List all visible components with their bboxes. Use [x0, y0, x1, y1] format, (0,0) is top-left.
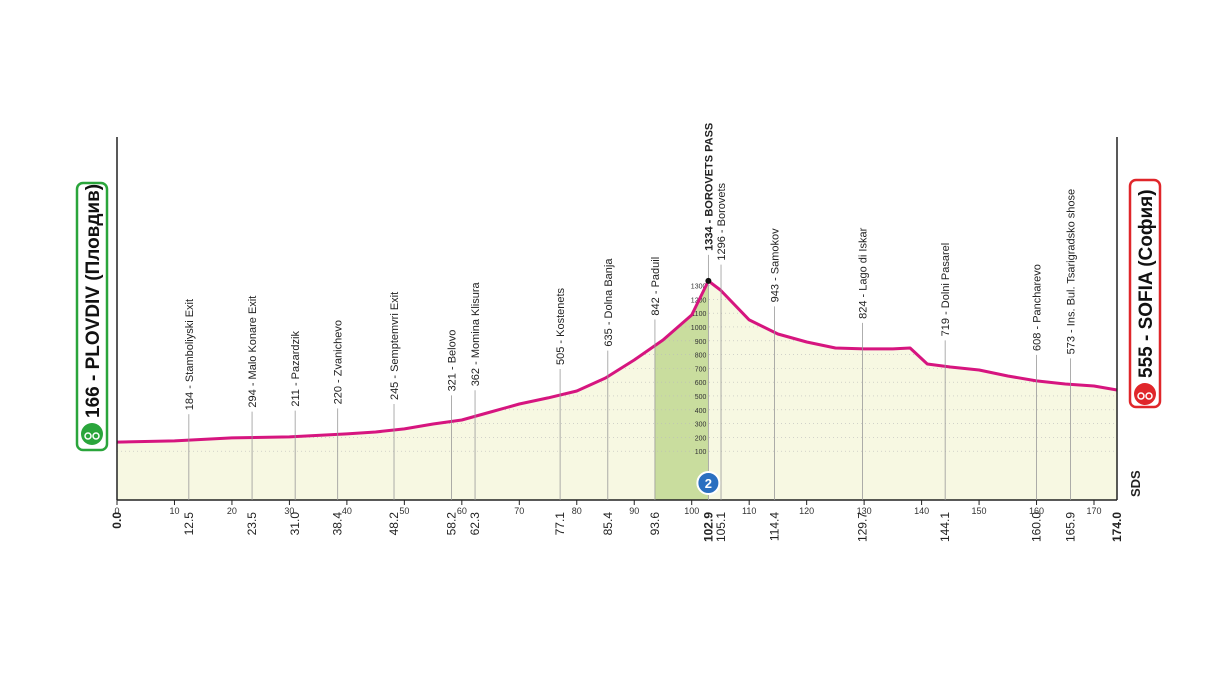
waypoint-label: 608 - Pancharevo	[1032, 264, 1044, 351]
y-tick-label: 1300	[691, 284, 707, 291]
bike-wheel	[1145, 392, 1153, 400]
waypoint-label: 719 - Dolni Pasarel	[940, 243, 952, 337]
km-label: 93.6	[648, 512, 662, 536]
km-label: 77.1	[553, 512, 567, 536]
waypoint-label: 184 - Stamboliyski Exit	[184, 299, 196, 410]
x-tick-label: 10	[169, 506, 179, 516]
km-label: 144.1	[938, 512, 952, 542]
waypoint-label: 635 - Dolna Banja	[603, 258, 615, 347]
x-tick-label: 140	[914, 506, 929, 516]
x-tick-label: 0	[114, 506, 119, 516]
start-box	[75, 181, 109, 452]
km-label: 165.9	[1063, 512, 1077, 542]
x-tick-label: 80	[572, 506, 582, 516]
x-tick-label: 160	[1029, 506, 1044, 516]
waypoint-label: 1296 - Borovets	[716, 182, 728, 260]
x-tick-label: 130	[857, 506, 872, 516]
profile-line	[116, 279, 1118, 444]
x-tick-label: 120	[799, 506, 814, 516]
x-tick-label: 50	[399, 506, 409, 516]
bike-wheel	[84, 432, 92, 440]
profile-area	[117, 280, 1117, 500]
y-tick-label: 800	[695, 353, 707, 360]
climb-area	[654, 280, 709, 500]
km-label: 85.4	[601, 512, 615, 536]
summit-dot	[705, 277, 712, 284]
waypoint-label: 362 - Momina Klisura	[470, 281, 482, 386]
y-tick-label: 700	[695, 366, 707, 373]
bike-wheel	[92, 432, 100, 440]
y-tick-label: 1100	[691, 311, 706, 318]
x-tick-label: 90	[629, 506, 639, 516]
km-label: 58.2	[444, 512, 458, 536]
bike-wheel	[1137, 392, 1145, 400]
y-tick-label: 900	[695, 339, 707, 346]
waypoint-label: 943 - Samokov	[769, 228, 781, 302]
y-tick-label: 400	[695, 408, 707, 415]
y-tick-label: 600	[695, 380, 707, 387]
finish-label: 555 - SOFIA (София)	[1136, 189, 1157, 378]
km-label: 174.0	[1110, 512, 1124, 542]
waypoint-label: 220 - Zvanichevo	[333, 320, 345, 404]
x-tick-label: 100	[684, 506, 699, 516]
waypoint-label: 824 - Lago di Iskar	[857, 227, 869, 318]
km-label: 160.0	[1030, 512, 1044, 542]
background: 1002003004005006007008009001000110012001…	[117, 280, 1117, 500]
finish-box	[1128, 178, 1162, 409]
km-label: 0.0	[110, 512, 124, 529]
x-tick-label: 170	[1086, 506, 1101, 516]
waypoint-label: 211 - Pazardzik	[290, 331, 302, 407]
waypoint-label: 842 - Paduil	[650, 257, 662, 316]
waypoint-label: 1334 - BOROVETS PASS	[703, 123, 715, 251]
y-tick-label: 500	[695, 394, 707, 401]
bike-icon	[81, 423, 103, 445]
x-tick-label: 150	[972, 506, 987, 516]
x-tick-label: 20	[227, 506, 237, 516]
climb-category: 2	[705, 476, 712, 491]
x-tick-label: 40	[342, 506, 352, 516]
km-label: 48.2	[387, 512, 401, 536]
x-tick-label: 110	[742, 506, 756, 516]
y-tick-label: 100	[695, 449, 707, 456]
foreground: 0 10 20 30 40 50 60 70 80 90 100 110 120 130 140 150 160…	[75, 123, 1162, 542]
waypoint-label: 245 - Semptemvri Exit	[389, 292, 401, 400]
waypoint-label: 321 - Belovo	[446, 330, 458, 392]
waypoint-label: 294 - Malo Konare Exit	[247, 296, 259, 408]
x-tick-label: 30	[284, 506, 294, 516]
waypoint-label: 505 - Kostenets	[555, 287, 567, 365]
km-label: 38.4	[331, 512, 345, 536]
sponsor-logo: SDS	[1128, 470, 1143, 497]
x-tick-label: 60	[457, 506, 467, 516]
km-label: 105.1	[714, 512, 728, 542]
km-label: 31.0	[288, 512, 302, 536]
y-tick-label: 200	[695, 435, 707, 442]
x-tick-label: 70	[514, 506, 524, 516]
km-label: 23.5	[245, 512, 259, 536]
bike-icon	[1134, 383, 1156, 405]
km-label: 129.7	[855, 512, 869, 542]
km-label: 12.5	[182, 512, 196, 536]
km-label: 114.4	[767, 512, 781, 541]
waypoint-label: 573 - Ins. Bul. Tsarigradsko shose	[1065, 189, 1077, 355]
y-tick-label: 1000	[691, 325, 707, 332]
climb-badge	[696, 471, 721, 495]
km-label: 102.9	[701, 512, 715, 542]
y-tick-label: 300	[695, 422, 707, 429]
km-label: 62.3	[468, 512, 482, 536]
start-label: 166 - PLOVDIV (Пловдив)	[83, 184, 104, 418]
